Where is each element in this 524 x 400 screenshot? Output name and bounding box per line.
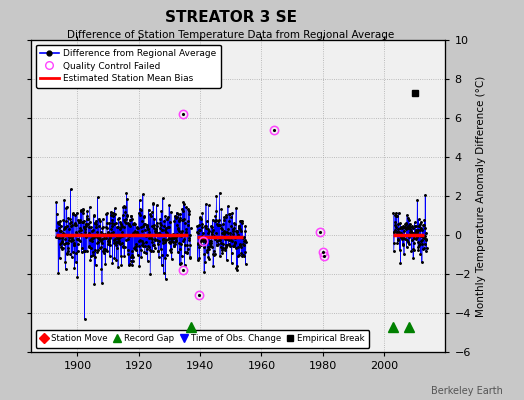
- Text: Berkeley Earth: Berkeley Earth: [431, 386, 503, 396]
- Text: Difference of Station Temperature Data from Regional Average: Difference of Station Temperature Data f…: [67, 30, 394, 40]
- Text: STREATOR 3 SE: STREATOR 3 SE: [165, 10, 297, 25]
- Legend: Station Move, Record Gap, Time of Obs. Change, Empirical Break: Station Move, Record Gap, Time of Obs. C…: [36, 330, 369, 348]
- Y-axis label: Monthly Temperature Anomaly Difference (°C): Monthly Temperature Anomaly Difference (…: [476, 75, 486, 317]
